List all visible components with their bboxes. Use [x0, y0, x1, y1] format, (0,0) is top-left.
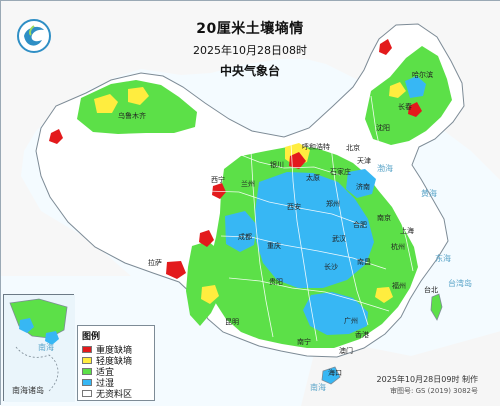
city-shijiazhuang-label: 石家庄: [330, 167, 351, 176]
city-lhasa-label: 拉萨: [148, 258, 162, 267]
city-tianjin-label: 天津: [357, 157, 371, 165]
issued-time: 2025年10月28日09时 制作: [376, 375, 478, 384]
map-time: 2025年10月28日08时: [193, 44, 307, 57]
city-chongqing-label: 重庆: [267, 241, 281, 250]
moisture-zone-blue-central: [255, 172, 374, 288]
legend-swatch-no-data: [82, 390, 92, 397]
legend-row-severe: 重度缺墒: [82, 344, 150, 356]
city-guiyang-label: 贵阳: [269, 277, 283, 286]
city-wuhan-label: 武汉: [332, 234, 346, 243]
yellow-sea-label: 黄海: [421, 188, 437, 198]
city-harbin-label: 哈尔滨: [412, 70, 433, 79]
moisture-zone-yellow-xinjiang-2: [128, 87, 149, 105]
legend-label-light: 轻度缺墒: [96, 357, 133, 367]
moisture-zone-blue-southeast: [303, 292, 368, 335]
south-china-sea-inset: 南海 南海诸岛: [3, 294, 75, 402]
city-hefei-label: 合肥: [353, 220, 367, 229]
map-header: 20厘米土壤墒情 2025年10月28日08时 中央气象台: [170, 18, 330, 79]
east-sea-label: 东海: [435, 253, 451, 263]
agency-name: 中央气象台: [219, 64, 280, 78]
city-nanning-label: 南宁: [297, 337, 311, 346]
city-zhengzhou-label: 郑州: [326, 200, 340, 208]
city-chengdu-label: 成都: [238, 232, 252, 241]
moisture-zone-red-xinjiang: [49, 129, 63, 144]
city-beijing-label: 北京: [346, 143, 360, 152]
city-kunming-label: 昆明: [225, 318, 239, 326]
map-approval-number: 审图号: GS (2019) 3082号: [390, 387, 478, 395]
city-haikou-label: 海口: [328, 368, 342, 377]
city-yinchuan-label: 银川: [270, 160, 284, 169]
moisture-zone-green-northeast: [365, 46, 452, 145]
city-macau-label: 澳门: [339, 346, 353, 355]
inset-map-svg: 南海: [4, 295, 75, 402]
moisture-zone-red-shandong: [408, 102, 422, 117]
city-taipei-label: 台北: [424, 285, 438, 294]
moisture-zone-blue-sichuan: [225, 211, 257, 252]
moisture-zone-red-northeast: [379, 39, 392, 55]
hainan-island: [321, 366, 341, 385]
city-changsha-label: 长沙: [324, 262, 338, 271]
city-fuzhou-label: 福州: [392, 281, 406, 290]
city-guangzhou-label: 广州: [344, 316, 358, 325]
city-nanjing-label: 南京: [377, 213, 391, 222]
inset-label: 南海诸岛: [12, 386, 44, 395]
map-legend: 图例 重度缺墒 轻度缺墒 适宜 过湿 无资料区: [77, 325, 155, 401]
city-nanchang-label: 南昌: [357, 257, 371, 266]
moisture-zone-blue-northeast: [405, 76, 426, 98]
map-title: 20厘米土壤墒情: [196, 21, 304, 37]
weather-agency-logo: [17, 19, 51, 53]
city-shenyang-label: 沈阳: [376, 123, 390, 132]
legend-title: 图例: [82, 332, 101, 342]
legend-label-suitable: 适宜: [96, 368, 115, 378]
city-jinan-label: 济南: [356, 182, 370, 191]
city-hangzhou-label: 杭州: [391, 242, 405, 251]
city-xining-label: 西宁: [211, 175, 225, 184]
city-xian-label: 西安: [287, 202, 301, 211]
moisture-zone-red-tibet-1: [166, 261, 186, 279]
legend-label-wet: 过湿: [96, 379, 115, 389]
moisture-zone-yellow-south: [375, 287, 393, 303]
province-boundaries: [205, 95, 414, 342]
legend-row-light: 轻度缺墒: [82, 355, 150, 367]
city-hohhot-label: 呼和浩特: [302, 142, 330, 151]
legend-row-suitable: 适宜: [82, 366, 150, 378]
moisture-zone-red-tibet-2: [199, 230, 214, 247]
moisture-zone-green-southwest: [186, 241, 226, 326]
legend-swatch-wet: [82, 379, 92, 386]
taiwan-label: 台湾岛: [448, 278, 472, 288]
city-shanghai-label: 上海: [400, 226, 414, 235]
taiwan-island: [430, 293, 443, 321]
legend-row-no-data: 无资料区: [82, 388, 150, 400]
legend-label-severe: 重度缺墒: [96, 346, 133, 356]
city-lanzhou-label: 兰州: [241, 179, 255, 188]
legend-row-wet: 过湿: [82, 377, 150, 389]
bohai-label: 渤海: [377, 163, 393, 173]
legend-label-no-data: 无资料区: [96, 390, 133, 400]
moisture-zone-yellow-xinjiang-1: [94, 94, 118, 113]
moisture-zone-blue-shandong: [346, 169, 376, 198]
inset-sea-label: 南海: [38, 342, 54, 352]
moisture-zone-green-northwest: [77, 80, 197, 134]
south-sea-label: 南海: [310, 382, 326, 392]
city-hongkong-label: 香港: [355, 330, 369, 339]
legend-swatch-light: [82, 357, 92, 364]
city-changchun-label: 长春: [398, 102, 412, 111]
moisture-zone-yellow-southwest: [201, 285, 219, 304]
moisture-zone-yellow-northeast: [389, 82, 406, 98]
legend-swatch-severe: [82, 346, 92, 353]
city-urumqi-label: 乌鲁木齐: [118, 111, 146, 120]
legend-swatch-suitable: [82, 368, 92, 375]
city-taiyuan-label: 太原: [306, 173, 320, 182]
moisture-zone-red-north-1: [289, 152, 306, 169]
